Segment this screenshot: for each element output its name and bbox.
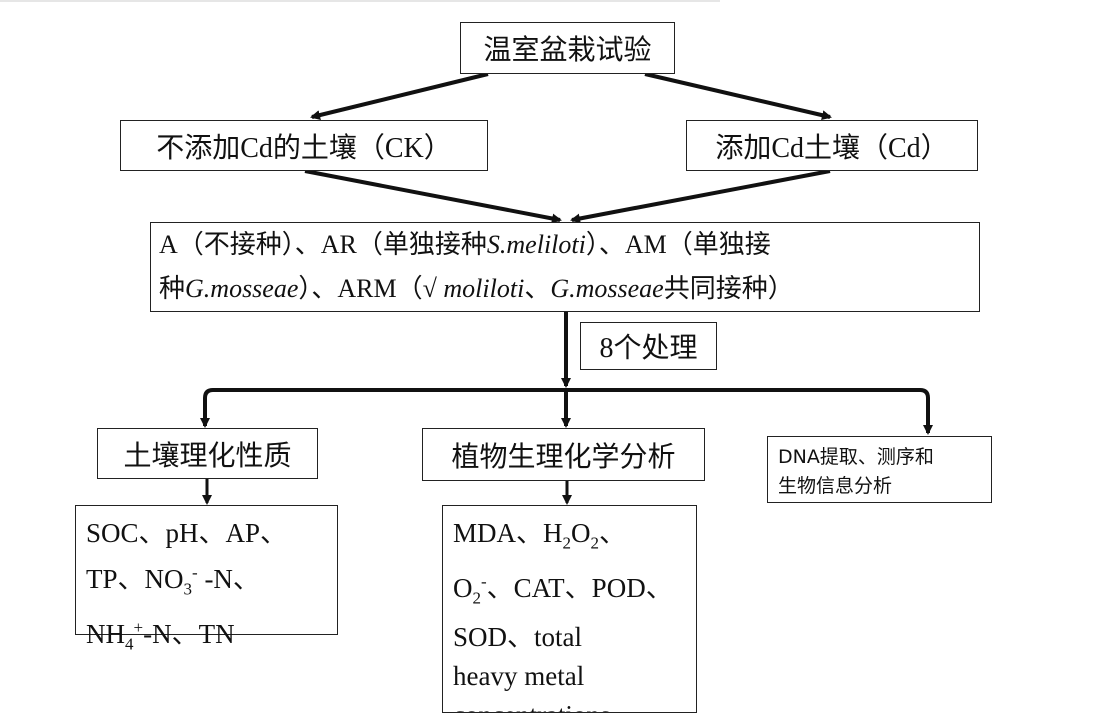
treatment-text: ）、AM（单独接 [585,230,771,259]
plant-line-5: concentrations [453,696,686,712]
soil-indicators-box: SOC、pH、AP、 TP、NO3- -N、 NH4+-N、TN [75,505,338,654]
pot-experiment-box: 温室盆栽试验 [460,22,675,74]
superscript: + [133,618,144,638]
treatment-text: 种 [159,274,186,303]
text: TP、NO [86,564,184,594]
treatments-box: A（不接种）、AR（单独接种S.meliloti）、AM（单独接 种G.moss… [150,222,980,312]
plant-line-1: MDA、H2O2、 [453,514,686,562]
treatments-line-2: 种G.mosseae）、ARM（√ moliloti、G.mosseae共同接种… [159,267,979,311]
plant-line-4: heavy metal [453,660,585,691]
text: O [571,518,591,548]
treatments-line-1: A（不接种）、AR（单独接种S.meliloti）、AM（单独接 [159,223,979,267]
plant-line-2: O2-、CAT、POD、 [453,562,686,617]
text: MDA、H [453,518,563,548]
plant-indicators-box: MDA、H2O2、 O2-、CAT、POD、 SOD、total heavy m… [442,505,697,713]
text: O [453,573,473,604]
treatment-text: 共同接种） [663,274,794,303]
text: 、 [599,518,627,548]
subscript: 4 [125,634,134,654]
treatment-text: ）、ARM（ [298,274,423,303]
species-name: √ moliloti [422,274,525,303]
ck-soil-box: 不添加Cd的土壤（CK） [120,120,488,171]
soil-line-3: NH4+-N、TN [86,608,327,663]
arrow-to-cd [644,72,832,121]
subscript: 2 [472,588,482,608]
dna-line-1: DNA提取、测序和 [778,446,934,468]
plant-analysis-box: 植物生理化学分析 [422,428,705,481]
text: 、CAT、POD、 [486,573,673,604]
arrow-to-ck [310,72,489,120]
soil-line-2: TP、NO3- -N、 [86,553,327,608]
arrow-ck-to-treatments [304,169,562,224]
soil-line-1: SOC、pH、AP、 [86,518,288,548]
species-name: G.mosseae [185,274,299,303]
species-name: S.meliloti [486,230,586,259]
treatment-text: 、 [524,274,551,303]
superscript: - [481,572,487,592]
soil-properties-box: 土壤理化性质 [97,428,318,479]
dna-line-2: 生物信息分析 [778,475,893,497]
plant-line-3: SOD、total [453,621,583,652]
text: NH [86,619,125,650]
subscript: 2 [590,533,600,553]
cd-soil-box: 添加Cd土壤（Cd） [686,120,978,171]
treatment-text: A（不接种）、AR（单独接种 [159,230,487,259]
text: -N、TN [143,619,235,650]
subscript: 3 [183,579,193,599]
arrow-cd-to-treatments [570,169,831,224]
text: -N、 [197,564,260,594]
eight-treatments-label: 8个处理 [580,322,717,370]
superscript: - [192,563,198,582]
subscript: 2 [562,533,572,553]
species-name: G.mosseae [550,274,664,303]
dna-sequencing-box: DNA提取、测序和 生物信息分析 [767,436,992,503]
